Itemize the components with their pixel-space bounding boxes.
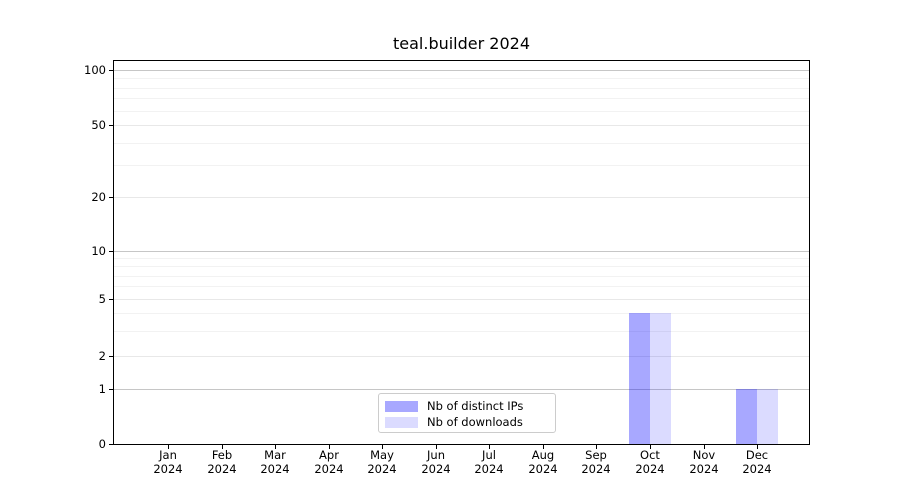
x-tick-mark <box>650 445 651 449</box>
legend-entry-distinct-ips: Nb of distinct IPs <box>385 398 547 414</box>
legend: Nb of distinct IPs Nb of downloads <box>378 393 556 433</box>
x-tick-mark <box>436 445 437 449</box>
gridline-major <box>114 251 809 252</box>
y-axis-tick-label: 20 <box>91 190 106 204</box>
gridline-minor <box>114 78 809 79</box>
x-axis-tick-label: Nov 2024 <box>689 448 719 476</box>
y-tick-mark <box>109 251 113 252</box>
legend-swatch-distinct-ips <box>385 400 418 412</box>
gridline-minor <box>114 276 809 277</box>
gridline-labeled-minor <box>114 356 809 357</box>
y-axis-tick-label: 1 <box>98 382 106 396</box>
bar-distinct-ips <box>736 389 757 444</box>
legend-swatch-downloads <box>385 416 418 428</box>
bar-downloads <box>757 389 778 444</box>
x-tick-mark <box>704 445 705 449</box>
x-axis-tick-label: Mar 2024 <box>260 448 290 476</box>
gridline-minor <box>114 266 809 267</box>
y-axis-tick-label: 10 <box>91 244 106 258</box>
gridline-labeled-minor <box>114 125 809 126</box>
x-axis-tick-label: Dec 2024 <box>742 448 772 476</box>
plot-area: Nb of distinct IPs Nb of downloads <box>113 60 810 445</box>
y-tick-mark <box>109 356 113 357</box>
chart-title: teal.builder 2024 <box>392 34 531 53</box>
x-axis-tick-label: Jun 2024 <box>421 448 451 476</box>
bar-downloads <box>650 313 671 444</box>
gridline-minor <box>114 313 809 314</box>
gridline-minor <box>114 286 809 287</box>
x-tick-mark <box>329 445 330 449</box>
y-axis-tick-label: 5 <box>98 292 106 306</box>
gridline-minor <box>114 143 809 144</box>
gridline-major <box>114 70 809 71</box>
legend-entry-downloads: Nb of downloads <box>385 414 547 430</box>
x-axis-tick-label: Sep 2024 <box>581 448 611 476</box>
y-tick-mark <box>109 389 113 390</box>
x-tick-mark <box>168 445 169 449</box>
x-tick-mark <box>757 445 758 449</box>
bar-distinct-ips <box>629 313 650 444</box>
y-tick-mark <box>109 299 113 300</box>
x-tick-mark <box>489 445 490 449</box>
x-axis-tick-label: Aug 2024 <box>528 448 558 476</box>
x-tick-mark <box>596 445 597 449</box>
gridline-minor <box>114 111 809 112</box>
x-axis-tick-label: Oct 2024 <box>635 448 665 476</box>
y-axis-tick-label: 2 <box>98 349 106 363</box>
y-tick-mark <box>109 197 113 198</box>
gridline-minor <box>114 258 809 259</box>
gridline-minor <box>114 165 809 166</box>
x-tick-mark <box>543 445 544 449</box>
legend-label-downloads: Nb of downloads <box>427 415 523 429</box>
x-axis-tick-label: Jul 2024 <box>474 448 504 476</box>
y-tick-mark <box>109 125 113 126</box>
x-axis-tick-label: Apr 2024 <box>314 448 344 476</box>
gridline-minor <box>114 88 809 89</box>
gridline-major <box>114 389 809 390</box>
x-tick-mark <box>275 445 276 449</box>
x-tick-mark <box>222 445 223 449</box>
legend-label-distinct-ips: Nb of distinct IPs <box>427 399 524 413</box>
x-axis-tick-label: Feb 2024 <box>207 448 237 476</box>
x-tick-mark <box>382 445 383 449</box>
x-axis-tick-label: May 2024 <box>367 448 397 476</box>
y-tick-mark <box>109 70 113 71</box>
gridline-labeled-minor <box>114 299 809 300</box>
gridline-minor <box>114 331 809 332</box>
x-axis-tick-label: Jan 2024 <box>153 448 183 476</box>
gridline-labeled-minor <box>114 197 809 198</box>
y-axis-tick-label: 50 <box>91 118 106 132</box>
y-tick-mark <box>109 444 113 445</box>
gridline-minor <box>114 98 809 99</box>
y-axis-tick-label: 100 <box>84 63 106 77</box>
y-axis-tick-label: 0 <box>98 437 106 451</box>
